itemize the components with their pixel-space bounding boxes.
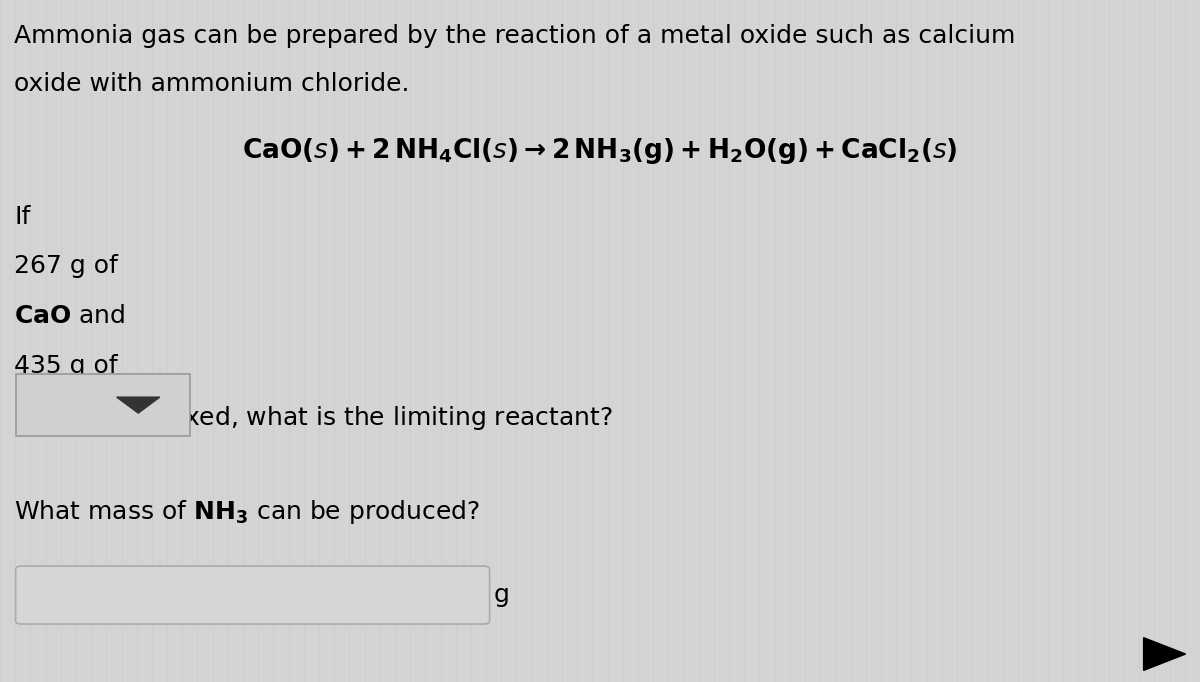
Text: $\bf{CaO}$ and: $\bf{CaO}$ and [14,304,126,328]
Text: $\bf{CaO(}$$\bf{\mathit{s}}$$\bf{) + 2\,NH_4Cl(}$$\bf{\mathit{s}}$$\bf{) \righta: $\bf{CaO(}$$\bf{\mathit{s}}$$\bf{) + 2\,… [242,136,958,166]
FancyBboxPatch shape [16,374,190,436]
Text: g: g [493,583,509,607]
Polygon shape [1144,638,1186,670]
Text: If: If [14,205,31,228]
Text: Ammonia gas can be prepared by the reaction of a metal oxide such as calcium: Ammonia gas can be prepared by the react… [14,24,1015,48]
Text: 435 g of: 435 g of [14,354,118,378]
Text: oxide with ammonium chloride.: oxide with ammonium chloride. [14,72,410,95]
Text: 267 g of: 267 g of [14,254,119,278]
Text: $\bf{NH_4Cl}$ are mixed, what is the limiting reactant?: $\bf{NH_4Cl}$ are mixed, what is the lim… [14,404,613,432]
FancyBboxPatch shape [16,566,490,624]
Polygon shape [116,397,160,413]
Text: What mass of $\bf{NH_3}$ can be produced?: What mass of $\bf{NH_3}$ can be produced… [14,498,480,526]
